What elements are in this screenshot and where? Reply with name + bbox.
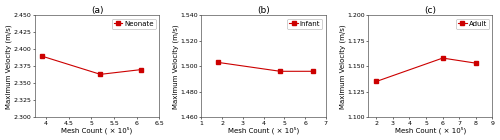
Infant — [310, 70, 316, 72]
Adult — [374, 81, 380, 82]
Line: Infant: Infant — [216, 60, 316, 73]
Y-axis label: Maximum Velocity (m/s): Maximum Velocity (m/s) — [339, 24, 345, 108]
Legend: Adult: Adult — [456, 19, 489, 29]
Neonate — [138, 69, 144, 70]
Infant — [277, 70, 283, 72]
Line: Adult: Adult — [374, 56, 478, 84]
Title: (b): (b) — [257, 6, 270, 15]
X-axis label: Mesh Count ( × 10⁵): Mesh Count ( × 10⁵) — [62, 127, 132, 134]
Title: (a): (a) — [91, 6, 104, 15]
Y-axis label: Maximum Velocity (m/s): Maximum Velocity (m/s) — [172, 24, 179, 108]
X-axis label: Mesh Count ( × 10⁵): Mesh Count ( × 10⁵) — [228, 127, 299, 134]
Title: (c): (c) — [424, 6, 436, 15]
Adult — [473, 62, 479, 64]
Line: Neonate: Neonate — [40, 54, 143, 76]
Adult — [440, 57, 446, 59]
X-axis label: Mesh Count ( × 10⁵): Mesh Count ( × 10⁵) — [394, 127, 466, 134]
Legend: Infant: Infant — [288, 19, 322, 29]
Legend: Neonate: Neonate — [112, 19, 156, 29]
Infant — [215, 62, 221, 63]
Y-axis label: Maximum Velocity (m/s): Maximum Velocity (m/s) — [6, 24, 12, 108]
Neonate — [98, 74, 103, 75]
Neonate — [38, 55, 44, 57]
